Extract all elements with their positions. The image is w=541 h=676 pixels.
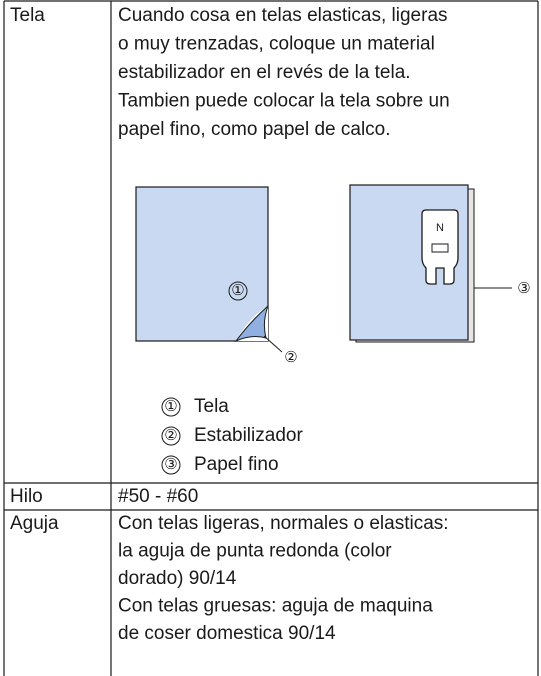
- callout-line: [263, 335, 283, 353]
- foot-slot: [431, 243, 449, 253]
- row-label: Hilo: [10, 486, 43, 507]
- table-content: Tela Cuando cosa en telas elasticas, lige…: [10, 5, 450, 644]
- cell-text: la aguja de punta redonda (color: [118, 541, 392, 562]
- cell-text: #50 - #60: [118, 486, 198, 507]
- cell-text: Cuando cosa en telas elasticas, ligeras: [118, 5, 448, 26]
- table-borders: [3, 0, 539, 676]
- cell-text: estabilizador en el revés de la tela.: [118, 62, 411, 83]
- cell-text: Con telas gruesas: aguja de maquina: [118, 596, 433, 617]
- legend-marker: ③: [164, 456, 177, 473]
- legend-label: Tela: [194, 396, 229, 417]
- callout: ③: [517, 280, 530, 297]
- figure-paper: N ③: [349, 184, 531, 343]
- legend-marker: ①: [164, 398, 177, 415]
- legend-label: Estabilizador: [194, 425, 303, 446]
- presser-foot: [421, 209, 459, 285]
- callout: ①: [231, 282, 244, 299]
- callout: ②: [284, 349, 297, 366]
- cell-text: Tambien puede colocar la tela sobre un: [118, 91, 450, 112]
- foot-letter: N: [436, 222, 444, 234]
- stabilizer-curl: [234, 305, 269, 343]
- legend-circle: [161, 426, 181, 446]
- row-label: Aguja: [10, 513, 59, 534]
- legend-circle: [161, 397, 181, 417]
- cell-text: o muy trenzadas, coloque un material: [118, 34, 435, 55]
- cell-text: Con telas ligeras, normales o elasticas:: [118, 513, 449, 534]
- callout-circle: [228, 281, 248, 301]
- fabric-sheet: [135, 186, 269, 342]
- legend-label: Papel fino: [194, 454, 279, 475]
- legend-circle: [161, 455, 181, 475]
- figure-fabric: ② ①: [135, 186, 298, 366]
- cell-text: dorado) 90/14: [118, 568, 237, 589]
- cell-text: papel fino, como papel de calco.: [118, 119, 391, 140]
- legend-marker: ②: [164, 427, 177, 444]
- row-label: Tela: [10, 5, 45, 26]
- cell-text: de coser domestica 90/14: [118, 623, 336, 644]
